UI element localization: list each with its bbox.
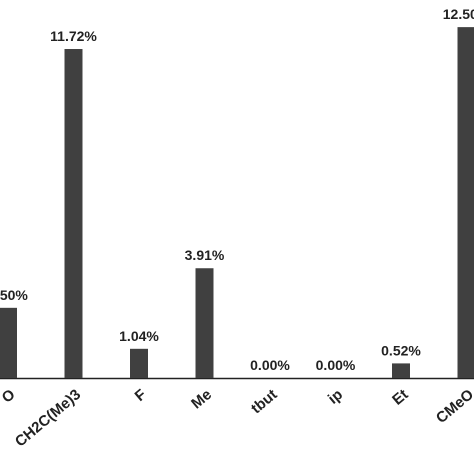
bar [0, 307, 17, 378]
value-label: 0.52% [381, 342, 421, 358]
bar [64, 49, 83, 379]
category-label: CH2C(Me)3 [12, 386, 84, 450]
category-label: CMeO [433, 386, 474, 427]
value-label: 0.00% [316, 357, 356, 373]
bar [457, 27, 474, 378]
value-label: 12.50% [443, 6, 474, 22]
value-label: 3.91% [185, 247, 225, 263]
category-label: F [132, 386, 150, 405]
bar [392, 363, 410, 378]
category-label: Et [389, 386, 411, 409]
bar [130, 348, 148, 378]
value-label: 1.04% [119, 328, 159, 344]
value-label: 11.72% [50, 28, 97, 44]
category-label: ip [325, 386, 346, 408]
category-label: Me [188, 386, 215, 412]
bar [195, 268, 214, 378]
category-label: tbut [248, 386, 281, 417]
value-label: 2.50% [0, 287, 28, 303]
category-label: O [0, 386, 19, 407]
value-label: 0.00% [250, 357, 290, 373]
